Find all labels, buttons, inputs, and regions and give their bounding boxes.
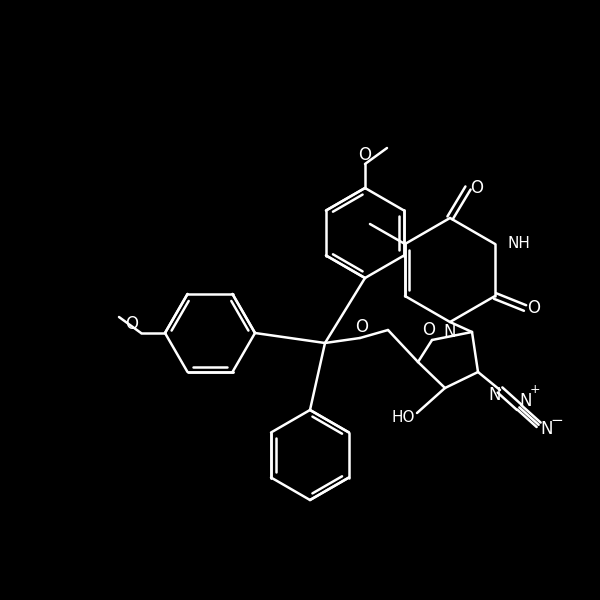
Text: O: O xyxy=(355,318,368,336)
Text: O: O xyxy=(422,321,436,339)
Text: HO: HO xyxy=(391,409,415,425)
Text: N: N xyxy=(519,392,532,410)
Text: −: − xyxy=(550,413,563,428)
Text: O: O xyxy=(470,179,484,197)
Text: N: N xyxy=(444,323,456,341)
Text: O: O xyxy=(359,146,371,164)
Text: N: N xyxy=(489,386,501,404)
Text: O: O xyxy=(125,315,139,333)
Text: +: + xyxy=(530,383,541,396)
Text: N: N xyxy=(541,420,553,438)
Text: NH: NH xyxy=(508,236,530,251)
Text: O: O xyxy=(527,299,541,317)
